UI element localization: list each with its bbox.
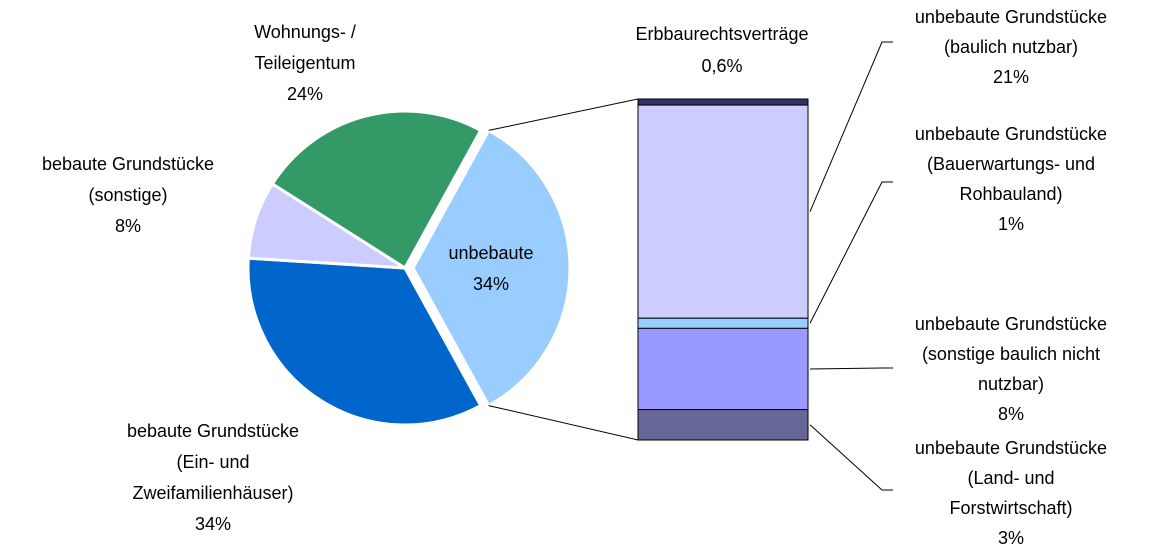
- bar-value-label: 8%: [998, 404, 1024, 424]
- connector: [488, 405, 639, 441]
- bar-value-label: 1%: [998, 214, 1024, 234]
- bar-label: nutzbar): [978, 374, 1044, 394]
- pie-label: Zweifamilienhäuser): [132, 483, 293, 503]
- bar-value-label: 0,6%: [701, 56, 742, 76]
- pie-label: (Ein- und: [176, 452, 249, 472]
- leader-line: [809, 424, 893, 491]
- bar-label: Erbbaurechtsverträge: [635, 24, 808, 44]
- bar-label: Forstwirtschaft): [949, 498, 1072, 518]
- pie-label: bebaute Grundstücke: [127, 421, 299, 441]
- leader-line: [809, 181, 893, 324]
- bar-value-label: 3%: [998, 528, 1024, 545]
- leader-line: [809, 367, 893, 370]
- pie-label: Teileigentum: [254, 53, 355, 73]
- bar-label: unbebaute Grundstücke: [915, 124, 1107, 144]
- bar-segment: [637, 327, 809, 411]
- pie-label: Wohnungs- /: [254, 22, 356, 42]
- pie-value-label: 8%: [115, 216, 141, 236]
- bar-label: (baulich nutzbar): [944, 37, 1078, 57]
- bar-label: (sonstige baulich nicht: [922, 344, 1100, 364]
- connector: [488, 98, 639, 131]
- bar-label: (Bauerwartungs- und: [927, 154, 1095, 174]
- pie-slice: [246, 256, 483, 427]
- bar-segment: [637, 98, 809, 106]
- pie-label: unbebaute: [448, 243, 533, 263]
- bar-label: (Land- und: [967, 468, 1054, 488]
- bar-segment: [637, 317, 809, 329]
- pie-slice: [411, 128, 572, 408]
- pie-value-label: 34%: [195, 514, 231, 534]
- bar-value-label: 21%: [993, 67, 1029, 87]
- bar-segment: [637, 104, 809, 319]
- bar-segment: [637, 409, 809, 441]
- pie-slice: [270, 109, 483, 271]
- pie-value-label: 34%: [473, 274, 509, 294]
- pie-label: (sonstige): [88, 185, 167, 205]
- bar-label: unbebaute Grundstücke: [915, 438, 1107, 458]
- bar-label: unbebaute Grundstücke: [915, 314, 1107, 334]
- bar-label: Rohbauland): [959, 184, 1062, 204]
- bar-label: unbebaute Grundstücke: [915, 7, 1107, 27]
- leader-line: [809, 41, 893, 212]
- pie-label: bebaute Grundstücke: [42, 154, 214, 174]
- pie-value-label: 24%: [287, 84, 323, 104]
